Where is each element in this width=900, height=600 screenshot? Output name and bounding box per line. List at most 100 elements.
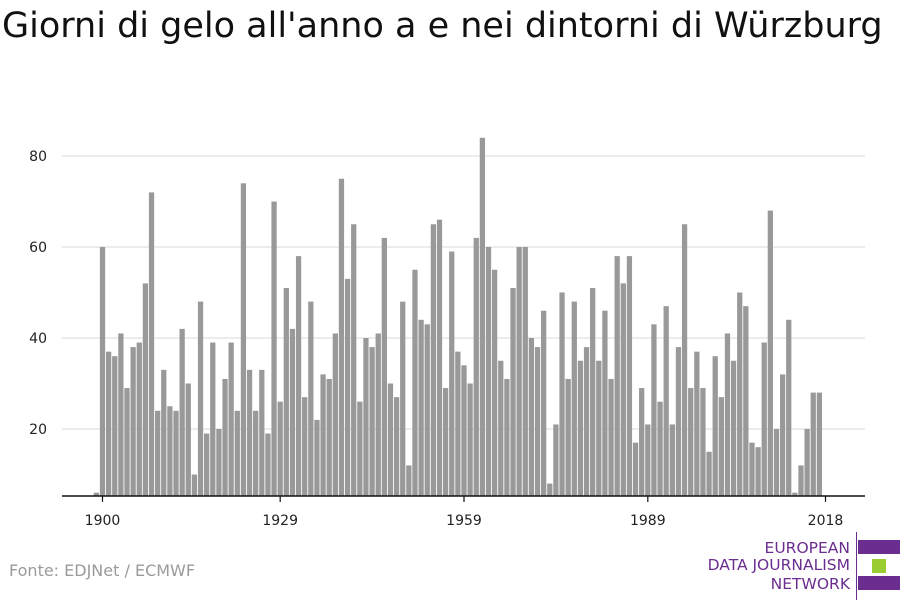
- bar-1920: [222, 378, 228, 496]
- x-axis-ticks: 1900 1929 1959 1989 2018: [85, 496, 844, 529]
- edjnet-logo: EUROPEAN DATA JOURNALISM NETWORK: [700, 532, 900, 600]
- bar-1914: [185, 383, 191, 496]
- bar-2011: [779, 374, 786, 496]
- bar-1994: [675, 347, 682, 496]
- bar-1903: [118, 333, 124, 496]
- bar-1950: [406, 465, 412, 496]
- bar-1913: [179, 328, 185, 496]
- bar-1973: [547, 483, 553, 496]
- bar-1991: [657, 401, 663, 496]
- logo-bar-middle: [872, 559, 886, 573]
- bar-1910: [161, 369, 167, 496]
- y-tick-label: 60: [29, 240, 47, 256]
- bar-1931: [289, 328, 296, 496]
- bar-1971: [534, 347, 541, 496]
- bar-1918: [210, 342, 216, 496]
- bar-1989: [645, 424, 651, 496]
- bar-2000: [712, 356, 718, 496]
- bar-1969: [522, 247, 528, 496]
- bar-1976: [565, 378, 571, 496]
- bar-1997: [694, 351, 700, 496]
- bar-1936: [320, 374, 326, 496]
- bar-1929: [277, 401, 283, 496]
- bar-2008: [761, 342, 767, 496]
- bar-2014: [798, 465, 804, 496]
- bar-1947: [387, 383, 394, 496]
- y-tick-label: 20: [29, 422, 47, 438]
- logo-separator: [856, 532, 857, 600]
- bar-1944: [369, 347, 375, 496]
- bar-1924: [246, 369, 253, 496]
- bar-1963: [485, 247, 492, 496]
- y-axis-labels: 20 40 60 80: [29, 149, 47, 438]
- bar-1980: [590, 287, 596, 496]
- bar-1909: [155, 410, 161, 496]
- bar-1933: [302, 397, 308, 496]
- bar-1939: [338, 178, 345, 496]
- bar-1984: [614, 256, 620, 496]
- bar-1957: [449, 251, 455, 496]
- bar-1927: [265, 433, 271, 496]
- bar-1982: [602, 310, 608, 496]
- x-tick-label: 1959: [446, 513, 482, 529]
- bar-1945: [375, 333, 381, 496]
- bar-1995: [681, 224, 688, 496]
- bar-1981: [596, 360, 602, 496]
- bar-1948: [393, 397, 400, 496]
- bar-2002: [724, 333, 731, 496]
- bar-1951: [412, 269, 418, 496]
- bar-2010: [773, 429, 780, 496]
- bar-2007: [755, 447, 761, 496]
- bar-1940: [344, 278, 351, 496]
- bar-1956: [442, 388, 449, 496]
- bar-1925: [253, 410, 259, 496]
- logo-bar-bottom: [858, 576, 900, 590]
- bar-1959: [461, 365, 467, 496]
- x-tick-label: 2018: [808, 513, 844, 529]
- bar-1983: [608, 378, 614, 496]
- bar-1992: [663, 306, 669, 496]
- chart-title: Giorni di gelo all'anno a e nei dintorni…: [2, 6, 883, 46]
- bar-1907: [142, 283, 149, 496]
- bar-1902: [112, 356, 118, 496]
- bar-2004: [737, 292, 743, 496]
- bar-1946: [381, 237, 387, 496]
- x-tick-label: 1900: [85, 513, 121, 529]
- bar-1916: [197, 301, 204, 496]
- bar-2016: [810, 392, 816, 496]
- bar-1941: [351, 224, 357, 496]
- source-note: Fonte: EDJNet / ECMWF: [9, 561, 196, 580]
- bar-2006: [749, 442, 755, 496]
- bar-1901: [105, 351, 112, 496]
- bar-2005: [743, 306, 749, 496]
- bar-1928: [271, 201, 277, 496]
- bar-1912: [173, 410, 179, 496]
- bar-1986: [626, 256, 633, 496]
- bar-2003: [730, 360, 737, 496]
- x-tick-label: 1929: [262, 513, 298, 529]
- bar-1967: [510, 287, 516, 496]
- bar-1958: [455, 351, 461, 496]
- y-tick-label: 40: [29, 331, 47, 347]
- bar-1915: [191, 474, 198, 496]
- bar-1938: [332, 333, 338, 496]
- bar-1935: [314, 419, 320, 496]
- bar-1961: [473, 237, 479, 496]
- bar-1975: [559, 292, 565, 496]
- bar-1998: [700, 388, 706, 496]
- bar-1965: [498, 360, 504, 496]
- bar-1954: [430, 224, 436, 496]
- bar-1974: [553, 424, 559, 496]
- bar-1966: [504, 378, 510, 496]
- bar-1908: [148, 192, 155, 496]
- bar-1953: [424, 324, 430, 496]
- bar-2017: [816, 392, 823, 496]
- bar-1922: [234, 410, 240, 496]
- bar-1899: [93, 492, 100, 496]
- bar-1949: [400, 301, 406, 496]
- bar-1919: [216, 429, 222, 496]
- bar-1996: [688, 388, 694, 496]
- bar-1904: [124, 388, 130, 496]
- x-tick-label: 1989: [630, 513, 666, 529]
- bar-1943: [363, 338, 369, 496]
